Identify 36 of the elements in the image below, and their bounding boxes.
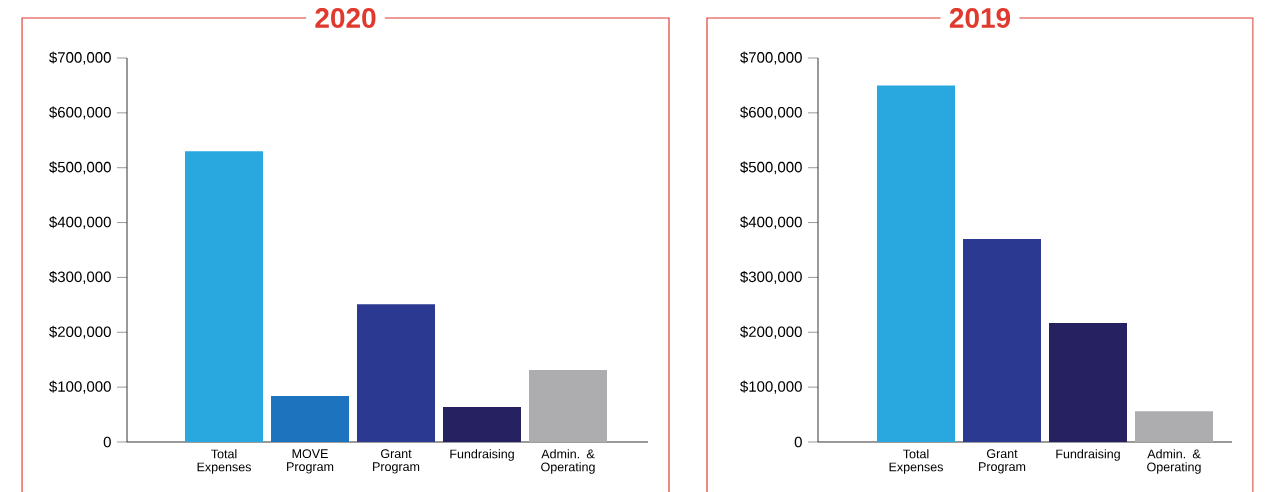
y-tick-label: $100,000 — [740, 380, 802, 394]
x-tick-label: Admin. & Operating — [1147, 449, 1201, 474]
x-tick-label: MOVE Program — [287, 449, 334, 474]
y-tick-label: $400,000 — [49, 216, 111, 230]
y-tick-label: $700,000 — [740, 51, 802, 65]
y-tick-label: $500,000 — [49, 161, 111, 175]
y-tick-label: $300,000 — [49, 270, 111, 284]
y-tick-label: $700,000 — [49, 51, 111, 65]
y-tick-label: 0 — [103, 436, 111, 448]
y-tick-label: 0 — [794, 436, 802, 448]
y-tick-label: $600,000 — [740, 106, 802, 120]
x-tick-label: Grant Program — [373, 449, 420, 474]
y-tick-label: $600,000 — [49, 106, 111, 120]
y-tick-label: $300,000 — [740, 270, 802, 284]
y-tick-label: $200,000 — [49, 325, 111, 339]
x-tick-label: Total Expenses — [197, 449, 251, 474]
x-tick-label: Admin. & Operating — [541, 449, 595, 474]
bar — [1049, 322, 1127, 442]
chart-title: 2019 — [949, 8, 1011, 28]
x-tick-label: Fundraising — [1056, 449, 1120, 461]
bar — [529, 370, 608, 442]
y-tick-label: $400,000 — [740, 216, 802, 230]
bar — [1135, 411, 1213, 442]
x-tick-label: Fundraising — [450, 449, 514, 461]
bar — [185, 151, 264, 442]
x-tick-label: Total Expenses — [889, 449, 943, 474]
x-tick-label: Grant Program — [979, 449, 1026, 474]
bar — [963, 239, 1041, 442]
bar — [357, 304, 436, 442]
bar — [443, 406, 522, 442]
y-tick-label: $500,000 — [740, 161, 802, 175]
bar — [271, 395, 350, 442]
y-tick-label: $100,000 — [49, 380, 111, 394]
bar — [877, 85, 955, 442]
chart-title: 2020 — [315, 8, 376, 28]
y-tick-label: $200,000 — [740, 325, 802, 339]
